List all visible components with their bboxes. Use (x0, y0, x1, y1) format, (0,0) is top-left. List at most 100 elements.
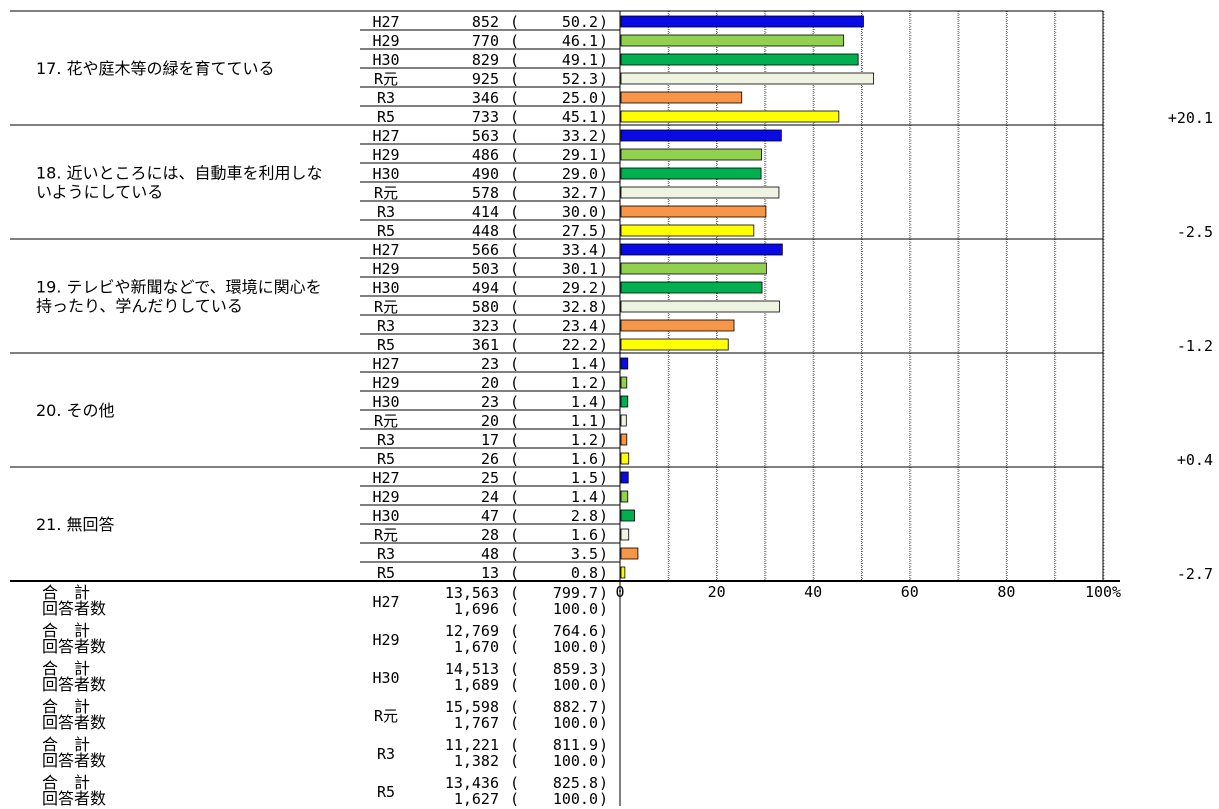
year-label: R5 (377, 222, 395, 240)
paren-open: ( (510, 13, 519, 31)
percent-label: 27.5 (562, 222, 598, 240)
paren-open: ( (510, 600, 519, 618)
respondents-percent: 100.0 (553, 676, 598, 694)
bar (620, 110, 840, 123)
total-count: 13,436 (445, 774, 499, 792)
respondents-percent: 100.0 (553, 752, 598, 770)
year-label: H30 (372, 279, 399, 297)
paren-open: ( (510, 676, 519, 694)
paren-close: ) (599, 526, 608, 544)
count-label: 494 (472, 279, 499, 297)
year-label: R3 (377, 203, 395, 221)
count-label: 486 (472, 146, 499, 164)
year-label: H30 (372, 165, 399, 183)
bar (620, 243, 783, 256)
paren-open: ( (510, 526, 519, 544)
x-tick-label: 20 (708, 583, 726, 601)
paren-open: ( (510, 336, 519, 354)
paren-open: ( (510, 374, 519, 392)
percent-label: 33.2 (562, 127, 598, 145)
total-percent: 825.8 (553, 774, 598, 792)
totals-year-label: R3 (377, 745, 395, 763)
percent-label: 1.6 (571, 526, 598, 544)
year-label: R5 (377, 450, 395, 468)
totals-year-label: H30 (372, 669, 399, 687)
year-label: R3 (377, 545, 395, 563)
respondents-percent: 100.0 (553, 714, 598, 732)
year-label: H29 (372, 32, 399, 50)
year-label: H29 (372, 374, 399, 392)
x-tick-label: 40 (804, 583, 822, 601)
percent-label: 32.8 (562, 298, 598, 316)
paren-open: ( (510, 279, 519, 297)
count-label: 925 (472, 70, 499, 88)
paren-open: ( (510, 51, 519, 69)
group-label: 持ったり、学んだりしている (36, 297, 243, 316)
paren-open: ( (510, 450, 519, 468)
count-label: 578 (472, 184, 499, 202)
paren-open: ( (510, 545, 519, 563)
change-value: -2.7 (1177, 565, 1213, 583)
year-label: R元 (374, 70, 398, 88)
change-value: +20.1 (1168, 109, 1213, 127)
bar (620, 224, 755, 237)
percent-label: 52.3 (562, 70, 598, 88)
year-label: H27 (372, 469, 399, 487)
paren-open: ( (510, 412, 519, 430)
paren-close: ) (599, 260, 608, 278)
paren-close: ) (599, 374, 608, 392)
bar (620, 566, 626, 579)
count-label: 20 (481, 412, 499, 430)
paren-close: ) (599, 507, 608, 525)
paren-open: ( (510, 638, 519, 656)
x-tick-label: 80 (997, 583, 1015, 601)
total-count: 14,513 (445, 660, 499, 678)
bar (620, 300, 780, 313)
percent-label: 49.1 (562, 51, 598, 69)
total-label: 合 計 (42, 583, 90, 602)
percent-label: 29.2 (562, 279, 598, 297)
respondents-count: 1,696 (454, 600, 499, 618)
respondents-label: 回答者数 (42, 789, 106, 808)
paren-open: ( (510, 488, 519, 506)
paren-close: ) (599, 638, 608, 656)
group-label: 20. その他 (36, 401, 115, 420)
bar (620, 433, 628, 446)
bar (620, 281, 763, 294)
paren-open: ( (510, 584, 519, 602)
x-tick-label: 100% (1085, 583, 1121, 601)
paren-close: ) (599, 127, 608, 145)
paren-close: ) (599, 469, 608, 487)
paren-close: ) (599, 431, 608, 449)
percent-label: 1.2 (571, 431, 598, 449)
paren-close: ) (599, 752, 608, 770)
paren-close: ) (599, 736, 608, 754)
year-label: R3 (377, 317, 395, 335)
paren-close: ) (599, 298, 608, 316)
percent-label: 30.0 (562, 203, 598, 221)
count-label: 47 (481, 507, 499, 525)
paren-open: ( (510, 184, 519, 202)
respondents-count: 1,670 (454, 638, 499, 656)
count-label: 48 (481, 545, 499, 563)
total-label: 合 計 (42, 697, 90, 716)
paren-close: ) (599, 13, 608, 31)
paren-close: ) (599, 108, 608, 126)
totals-year-label: R5 (377, 783, 395, 801)
year-label: H27 (372, 241, 399, 259)
paren-close: ) (599, 70, 608, 88)
percent-label: 1.4 (571, 488, 598, 506)
change-value: -1.2 (1177, 337, 1213, 355)
paren-open: ( (510, 714, 519, 732)
year-label: R5 (377, 336, 395, 354)
respondents-count: 1,627 (454, 790, 499, 808)
percent-label: 22.2 (562, 336, 598, 354)
paren-open: ( (510, 70, 519, 88)
totals-year-label: H27 (372, 593, 399, 611)
count-label: 770 (472, 32, 499, 50)
count-label: 503 (472, 260, 499, 278)
total-label: 合 計 (42, 773, 90, 792)
bar (620, 72, 875, 85)
